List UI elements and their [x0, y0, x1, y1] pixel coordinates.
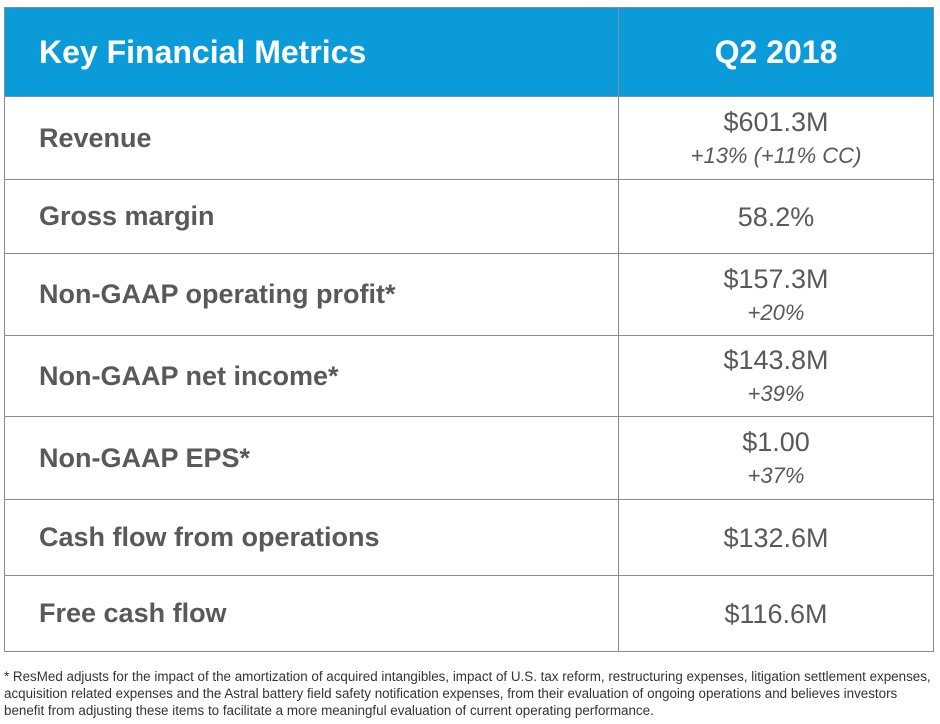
table-row-cash-flow-operations: Cash flow from operations $132.6M: [4, 499, 934, 576]
metric-value: 58.2%: [737, 201, 815, 232]
key-financial-metrics-table: Key Financial Metrics Q2 2018 Revenue $6…: [4, 7, 934, 652]
metric-value: $1.00: [742, 427, 810, 457]
table-row-net-income: Non-GAAP net income* $143.8M +39%: [4, 335, 934, 417]
metric-change: +13% (+11% CC): [690, 143, 862, 168]
header-metric: Key Financial Metrics: [4, 7, 619, 97]
metric-value-cell: $157.3M +20%: [618, 253, 934, 336]
table-row-free-cash-flow: Free cash flow $116.6M: [4, 575, 934, 652]
metric-value-cell: $143.8M +39%: [618, 335, 934, 417]
footnote: * ResMed adjusts for the impact of the a…: [4, 669, 931, 718]
metric-value-cell: $1.00 +37%: [618, 416, 934, 500]
metric-label: Non-GAAP EPS*: [4, 416, 619, 500]
table-row-gross-margin: Gross margin 58.2%: [4, 179, 934, 254]
metric-value-cell: 58.2%: [618, 179, 934, 254]
metric-label: Revenue: [4, 96, 619, 180]
metric-value: $132.6M: [723, 522, 829, 553]
metric-value-cell: $116.6M: [618, 575, 934, 652]
metric-value-cell: $132.6M: [618, 499, 934, 576]
metric-value: $143.8M: [723, 345, 829, 375]
table-header-row: Key Financial Metrics Q2 2018: [4, 7, 934, 97]
table-row-eps: Non-GAAP EPS* $1.00 +37%: [4, 416, 934, 500]
metric-value-cell: $601.3M +13% (+11% CC): [618, 96, 934, 180]
metric-label: Non-GAAP net income*: [4, 335, 619, 417]
metric-change: +39%: [747, 381, 805, 406]
metric-value: $116.6M: [724, 598, 828, 629]
table-row-revenue: Revenue $601.3M +13% (+11% CC): [4, 96, 934, 180]
metric-change: +20%: [747, 299, 805, 325]
metric-value: $601.3M: [723, 107, 829, 137]
metric-change: +37%: [747, 463, 805, 488]
metric-value: $157.3M: [723, 263, 829, 294]
header-period: Q2 2018: [618, 7, 934, 97]
metric-label: Cash flow from operations: [4, 499, 619, 576]
table-row-operating-profit: Non-GAAP operating profit* $157.3M +20%: [4, 253, 934, 336]
metric-label: Free cash flow: [4, 575, 619, 652]
metric-label: Non-GAAP operating profit*: [4, 253, 619, 336]
metric-label: Gross margin: [4, 179, 619, 254]
